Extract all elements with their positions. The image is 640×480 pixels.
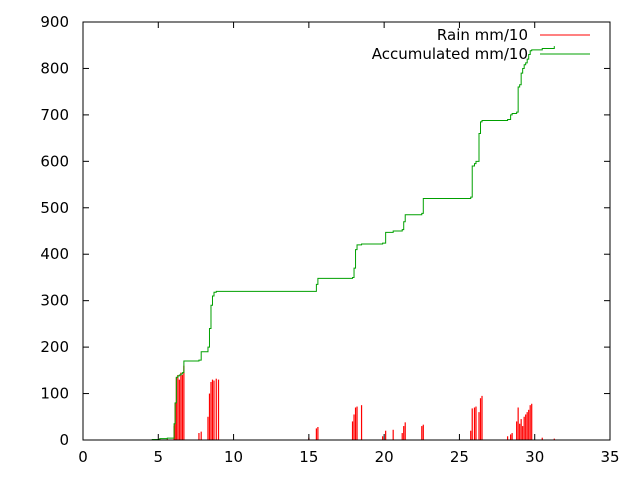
y-tick-label: 100	[40, 385, 69, 403]
legend-label-rain: Rain mm/10	[437, 26, 528, 44]
rain-impulses-series	[151, 365, 555, 440]
y-tick-label: 800	[40, 59, 69, 77]
x-tick-label: 15	[299, 448, 318, 466]
y-tick-label: 600	[40, 152, 69, 170]
y-tick-label: 0	[59, 431, 69, 449]
y-tick-label: 200	[40, 338, 69, 356]
legend: Rain mm/10 Accumulated mm/10	[372, 26, 590, 63]
x-tick-label: 5	[154, 448, 164, 466]
y-tick-label: 700	[40, 106, 69, 124]
x-tick-label: 25	[450, 448, 469, 466]
x-tick-label: 30	[525, 448, 544, 466]
y-axis: 0 100 200 300 400 500 600 700 800 900	[40, 13, 610, 449]
x-tick-label: 20	[375, 448, 394, 466]
x-tick-label: 10	[224, 448, 243, 466]
y-tick-label: 300	[40, 292, 69, 310]
legend-label-accumulated: Accumulated mm/10	[372, 45, 528, 63]
y-tick-label: 500	[40, 199, 69, 217]
x-tick-label: 0	[78, 448, 88, 466]
x-axis: 0 5 10 15 20 25 30 35	[78, 22, 620, 466]
y-tick-label: 400	[40, 245, 69, 263]
plot-border	[82, 21, 611, 441]
y-tick-label: 900	[40, 13, 69, 31]
x-tick-label: 35	[600, 448, 619, 466]
accumulated-series-line	[144, 46, 555, 441]
